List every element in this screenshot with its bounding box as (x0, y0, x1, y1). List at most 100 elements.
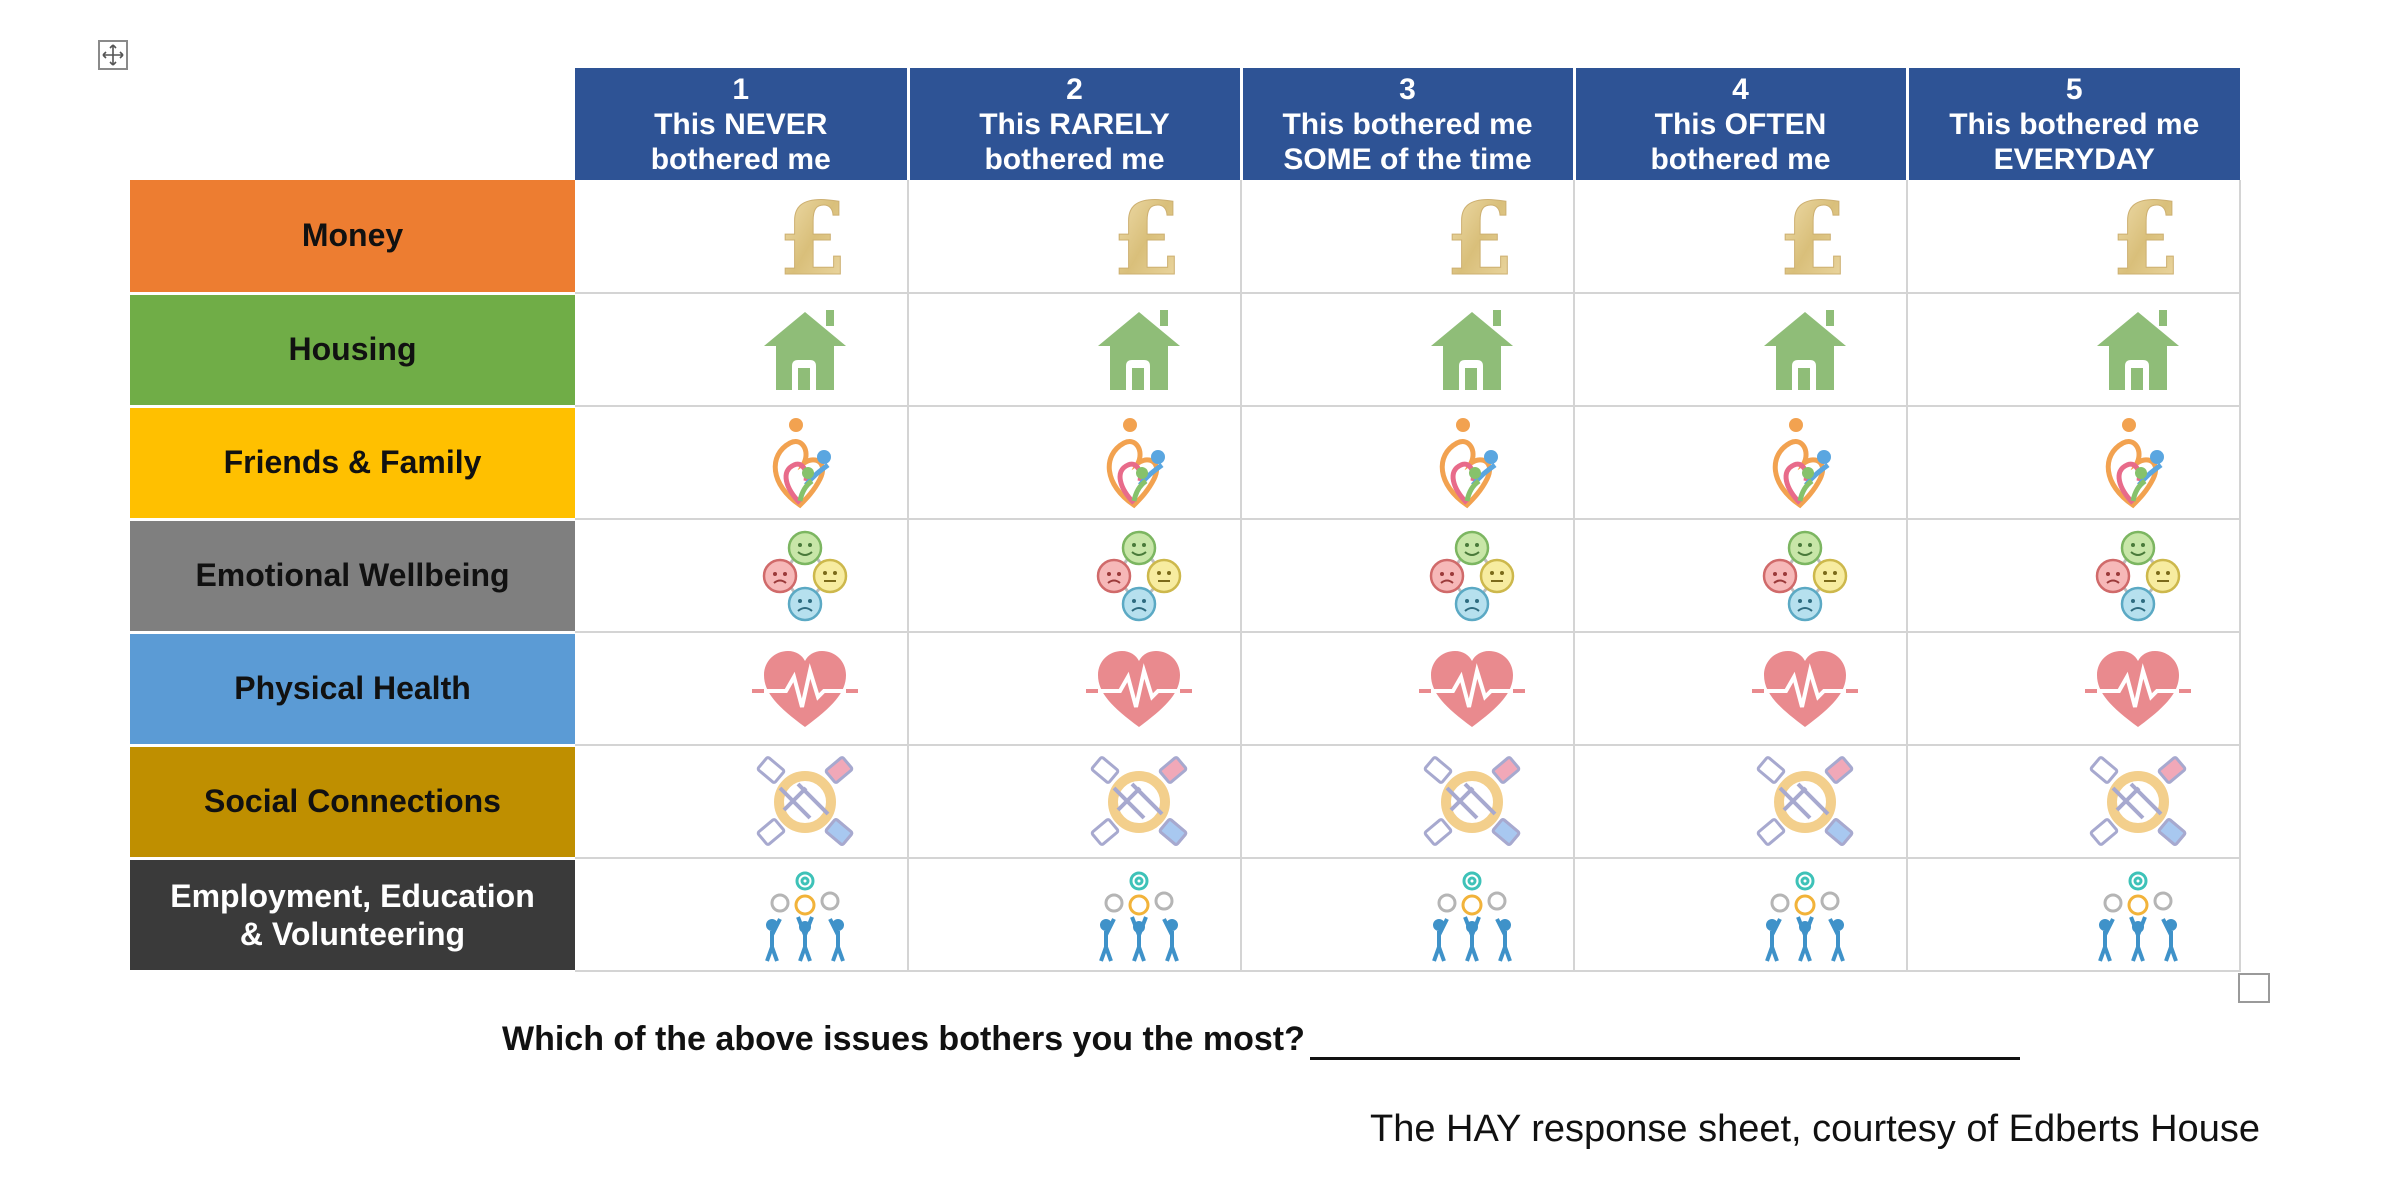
heartbeat-icon (1417, 641, 1527, 737)
row-label-text: Social Connections (204, 783, 501, 819)
row-employment-education: Employment, Education & Volunteering (130, 858, 2241, 973)
rating-cell-emotional-wellbeing-1[interactable] (575, 519, 909, 633)
rating-cell-employment-5[interactable] (1907, 858, 2241, 972)
emotions-faces-icon (2083, 528, 2193, 624)
row-label-social-connections: Social Connections (130, 745, 575, 860)
rating-cell-employment-3[interactable] (1241, 858, 1575, 972)
column-header-5: 5 This bothered me EVERYDAY (1907, 68, 2240, 180)
table-resize-handle[interactable] (2238, 973, 2270, 1003)
row-label-physical-health: Physical Health (130, 632, 575, 747)
rating-cell-physical-health-2[interactable] (908, 632, 1242, 746)
teamwork-gears-icon (750, 867, 860, 963)
column-label-line2: EVERYDAY (1993, 142, 2155, 176)
rating-cell-housing-3[interactable] (1241, 293, 1575, 407)
row-label-text: Money (301, 217, 404, 254)
rating-cell-emotional-wellbeing-3[interactable] (1241, 519, 1575, 633)
house-icon (750, 302, 860, 398)
teamwork-gears-icon (2083, 867, 2193, 963)
handshake-icon (750, 754, 860, 850)
rating-cell-money-1[interactable] (575, 180, 909, 294)
question-text: Which of the above issues bothers you th… (502, 1020, 1305, 1058)
column-header-4: 4 This OFTEN bothered me (1574, 68, 1909, 180)
house-icon (1750, 302, 1860, 398)
rating-cell-social-connections-5[interactable] (1907, 745, 2241, 859)
rating-cell-friends-family-4[interactable] (1574, 406, 1908, 520)
rating-cell-money-4[interactable] (1574, 180, 1908, 294)
rating-cell-housing-2[interactable] (908, 293, 1242, 407)
rating-cell-friends-family-2[interactable] (908, 406, 1242, 520)
emotions-faces-icon (750, 528, 860, 624)
rating-cell-physical-health-5[interactable] (1907, 632, 2241, 746)
row-housing: Housing (130, 293, 2241, 408)
teamwork-gears-icon (1750, 867, 1860, 963)
move-arrows-icon (102, 44, 124, 66)
column-number: 1 (732, 72, 750, 106)
rating-cell-friends-family-1[interactable] (575, 406, 909, 520)
rating-cell-employment-4[interactable] (1574, 858, 1908, 972)
rating-cell-housing-5[interactable] (1907, 293, 2241, 407)
column-header-3: 3 This bothered me SOME of the time (1241, 68, 1576, 180)
column-number: 5 (2065, 72, 2083, 106)
column-label-line1: This bothered me (1949, 107, 2200, 141)
answer-blank-line[interactable] (1310, 1057, 2020, 1060)
column-number: 3 (1399, 72, 1416, 106)
column-label-line1: This bothered me (1282, 107, 1533, 141)
column-number: 2 (1066, 72, 1083, 106)
rating-cell-friends-family-5[interactable] (1907, 406, 2241, 520)
row-physical-health: Physical Health (130, 632, 2241, 747)
heartbeat-icon (1750, 641, 1860, 737)
row-emotional-wellbeing: Emotional Wellbeing (130, 519, 2241, 634)
row-label-text: Friends & Family (223, 444, 482, 480)
teamwork-gears-icon (1417, 867, 1527, 963)
table-move-handle[interactable] (98, 40, 128, 70)
column-label-line2: bothered me (1650, 142, 1831, 176)
rating-cell-friends-family-3[interactable] (1241, 406, 1575, 520)
row-money: Money (130, 180, 2241, 295)
pound-icon (1750, 188, 1860, 284)
rating-cell-emotional-wellbeing-2[interactable] (908, 519, 1242, 633)
rating-cell-emotional-wellbeing-4[interactable] (1574, 519, 1908, 633)
rating-cell-emotional-wellbeing-5[interactable] (1907, 519, 2241, 633)
handshake-icon (1750, 754, 1860, 850)
row-label-text-line2: & Volunteering (239, 915, 466, 952)
column-label-line1: This NEVER (654, 107, 828, 141)
rating-cell-social-connections-1[interactable] (575, 745, 909, 859)
column-number: 4 (1732, 72, 1749, 106)
column-label-line1: This OFTEN (1654, 107, 1827, 141)
rating-cell-housing-1[interactable] (575, 293, 909, 407)
rating-cell-housing-4[interactable] (1574, 293, 1908, 407)
row-friends-family: Friends & Family (130, 406, 2241, 521)
rating-cell-money-2[interactable] (908, 180, 1242, 294)
column-label-line2: SOME of the time (1283, 142, 1532, 176)
house-icon (2083, 302, 2193, 398)
rating-cell-employment-2[interactable] (908, 858, 1242, 972)
family-heart-icon (1417, 415, 1527, 511)
teamwork-gears-icon (1084, 867, 1194, 963)
rating-cell-money-3[interactable] (1241, 180, 1575, 294)
row-label-text: Physical Health (234, 670, 471, 706)
rating-cell-employment-1[interactable] (575, 858, 909, 972)
row-social-connections: Social Connections (130, 745, 2241, 860)
heartbeat-icon (750, 641, 860, 737)
rating-cell-social-connections-2[interactable] (908, 745, 1242, 859)
emotions-faces-icon (1417, 528, 1527, 624)
row-label-employment-education: Employment, Education & Volunteering (130, 858, 575, 973)
heartbeat-icon (1084, 641, 1194, 737)
column-label-line1: This RARELY (979, 107, 1170, 141)
column-header-1: 1 This NEVER bothered me (575, 68, 910, 180)
pound-icon (1417, 188, 1527, 284)
rating-cell-physical-health-4[interactable] (1574, 632, 1908, 746)
family-heart-icon (750, 415, 860, 511)
rating-cell-social-connections-4[interactable] (1574, 745, 1908, 859)
rating-cell-social-connections-3[interactable] (1241, 745, 1575, 859)
rating-cell-physical-health-3[interactable] (1241, 632, 1575, 746)
column-label-line2: bothered me (650, 142, 831, 176)
row-label-housing: Housing (130, 293, 575, 408)
rating-cell-money-5[interactable] (1907, 180, 2241, 294)
family-heart-icon (2083, 415, 2193, 511)
family-heart-icon (1750, 415, 1860, 511)
house-icon (1084, 302, 1194, 398)
rating-cell-physical-health-1[interactable] (575, 632, 909, 746)
pound-icon (2083, 188, 2193, 284)
column-header-2: 2 This RARELY bothered me (908, 68, 1243, 180)
